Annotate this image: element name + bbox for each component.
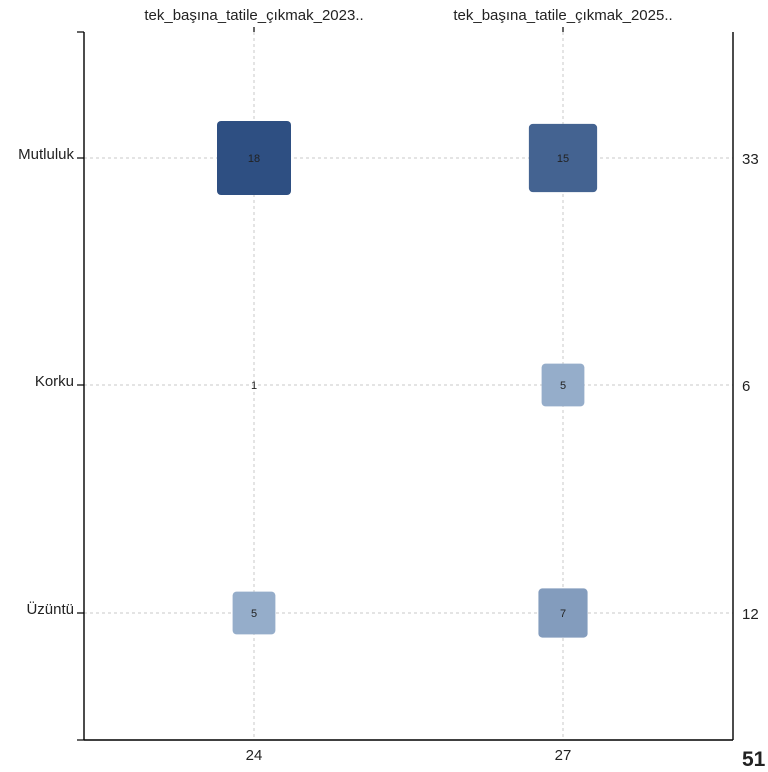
row-label: Mutluluk [18,146,74,163]
row-label: Korku [35,373,74,390]
axes [83,32,734,741]
row-total-label: 12 [742,606,759,623]
cell-value-label: 7 [560,608,566,620]
row-total-label: 6 [742,378,750,395]
cell-value-label: 18 [248,153,260,165]
heatmap-cell [528,123,598,193]
heatmap-cell [217,121,291,195]
grand-total-label: 51 [742,748,766,771]
cell-value-label: 15 [557,153,569,165]
heatmap-cell [538,588,588,638]
row-total-label: 33 [742,151,759,168]
row-label: Üzüntü [26,600,74,618]
cell-value-label: 5 [251,608,257,620]
heatmap-cell [541,363,585,407]
column-total-label: 27 [555,747,572,764]
column-label: tek_başına_tatile_çıkmak_2023.. [144,7,363,24]
cell-value-label: 5 [560,380,566,392]
column-total-label: 24 [246,747,263,764]
grid-lines [84,32,733,740]
heatmap-cell [232,591,276,635]
heatmap-cells: 18 151 55 7 [217,121,598,638]
axis-labels: tek_başına_tatile_çıkmak_2023.. tek_başın… [18,7,766,771]
cell-value-label: 1 [251,380,257,392]
column-label: tek_başına_tatile_çıkmak_2025.. [453,7,672,24]
